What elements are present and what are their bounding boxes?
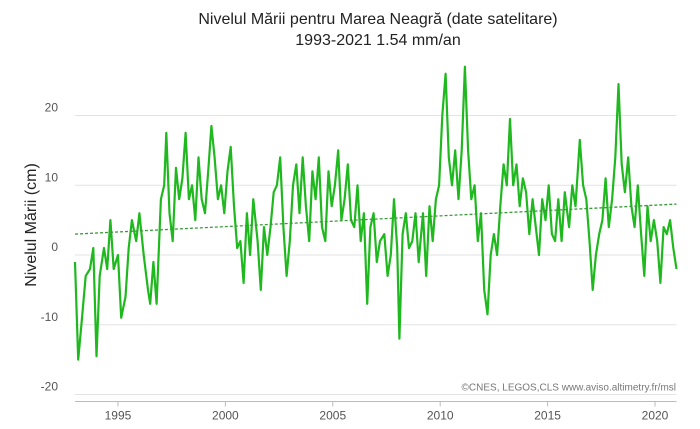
x-tick-label: 2010 — [427, 409, 454, 423]
y-axis-label: Nivelul Mării (cm) — [23, 163, 40, 287]
x-tick-label: 1995 — [105, 409, 132, 423]
y-tick-label: 10 — [45, 170, 59, 184]
credit: ©CNES, LEGOS,CLS www.aviso.altimetry.fr/… — [462, 383, 676, 394]
y-tick-label: 20 — [45, 101, 59, 115]
x-tick-label: 2005 — [319, 409, 346, 423]
x-tick-label: 2015 — [534, 409, 561, 423]
chart-title: Nivelul Mării pentru Marea Neagră (date … — [198, 11, 557, 28]
y-tick-label: -20 — [41, 380, 59, 394]
chart-subtitle: 1993-2021 1.54 mm/an — [295, 32, 460, 49]
x-tick-label: 2020 — [642, 409, 669, 423]
sea-level-line — [73, 65, 678, 361]
y-tick-label: -10 — [41, 310, 59, 324]
y-tick-label: 0 — [51, 240, 58, 254]
x-tick-label: 2000 — [212, 409, 239, 423]
trend-line — [74, 203, 677, 235]
